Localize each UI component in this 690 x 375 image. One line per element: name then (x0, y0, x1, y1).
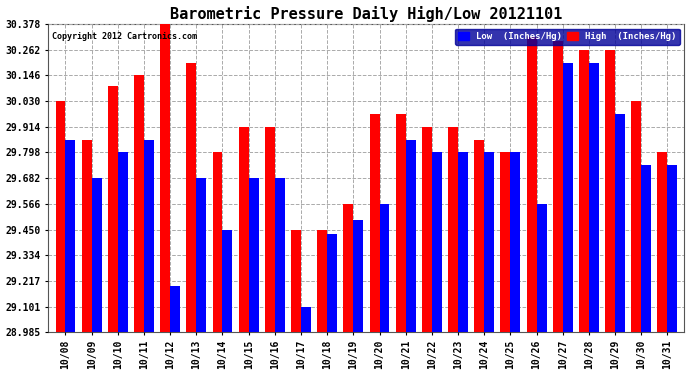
Bar (579, 50, 589, 332)
Bar (344, 204, 353, 332)
Bar (301, 307, 311, 332)
Bar (170, 286, 180, 332)
Bar (448, 127, 458, 332)
Bar (81, 140, 92, 332)
Bar (213, 153, 222, 332)
Bar (474, 140, 484, 332)
Bar (197, 178, 206, 332)
Bar (291, 230, 301, 332)
Bar (526, 37, 537, 332)
Bar (353, 220, 364, 332)
Bar (92, 178, 101, 332)
Bar (55, 101, 66, 332)
Bar (317, 230, 327, 332)
Bar (134, 75, 144, 332)
Bar (396, 114, 406, 332)
Bar (631, 101, 641, 332)
Bar (118, 153, 128, 332)
Bar (160, 24, 170, 332)
Bar (265, 127, 275, 332)
Bar (553, 41, 563, 332)
Bar (500, 153, 511, 332)
Bar (327, 234, 337, 332)
Bar (511, 153, 520, 332)
Bar (605, 50, 615, 332)
Bar (66, 140, 75, 332)
Bar (275, 178, 285, 332)
Title: Barometric Pressure Daily High/Low 20121101: Barometric Pressure Daily High/Low 20121… (170, 6, 562, 21)
Bar (658, 153, 667, 332)
Bar (432, 153, 442, 332)
Bar (537, 204, 546, 332)
Bar (186, 63, 197, 332)
Bar (370, 114, 380, 332)
Bar (422, 127, 432, 332)
Bar (108, 86, 118, 332)
Bar (380, 204, 389, 332)
Legend: Low  (Inches/Hg), High  (Inches/Hg): Low (Inches/Hg), High (Inches/Hg) (455, 28, 680, 45)
Bar (563, 63, 573, 332)
Bar (458, 153, 468, 332)
Bar (667, 165, 678, 332)
Bar (615, 114, 625, 332)
Text: Copyright 2012 Cartronics.com: Copyright 2012 Cartronics.com (52, 32, 197, 41)
Bar (248, 178, 259, 332)
Bar (144, 140, 154, 332)
Bar (406, 140, 415, 332)
Bar (484, 153, 494, 332)
Bar (239, 127, 248, 332)
Bar (222, 230, 233, 332)
Bar (589, 63, 599, 332)
Bar (641, 165, 651, 332)
